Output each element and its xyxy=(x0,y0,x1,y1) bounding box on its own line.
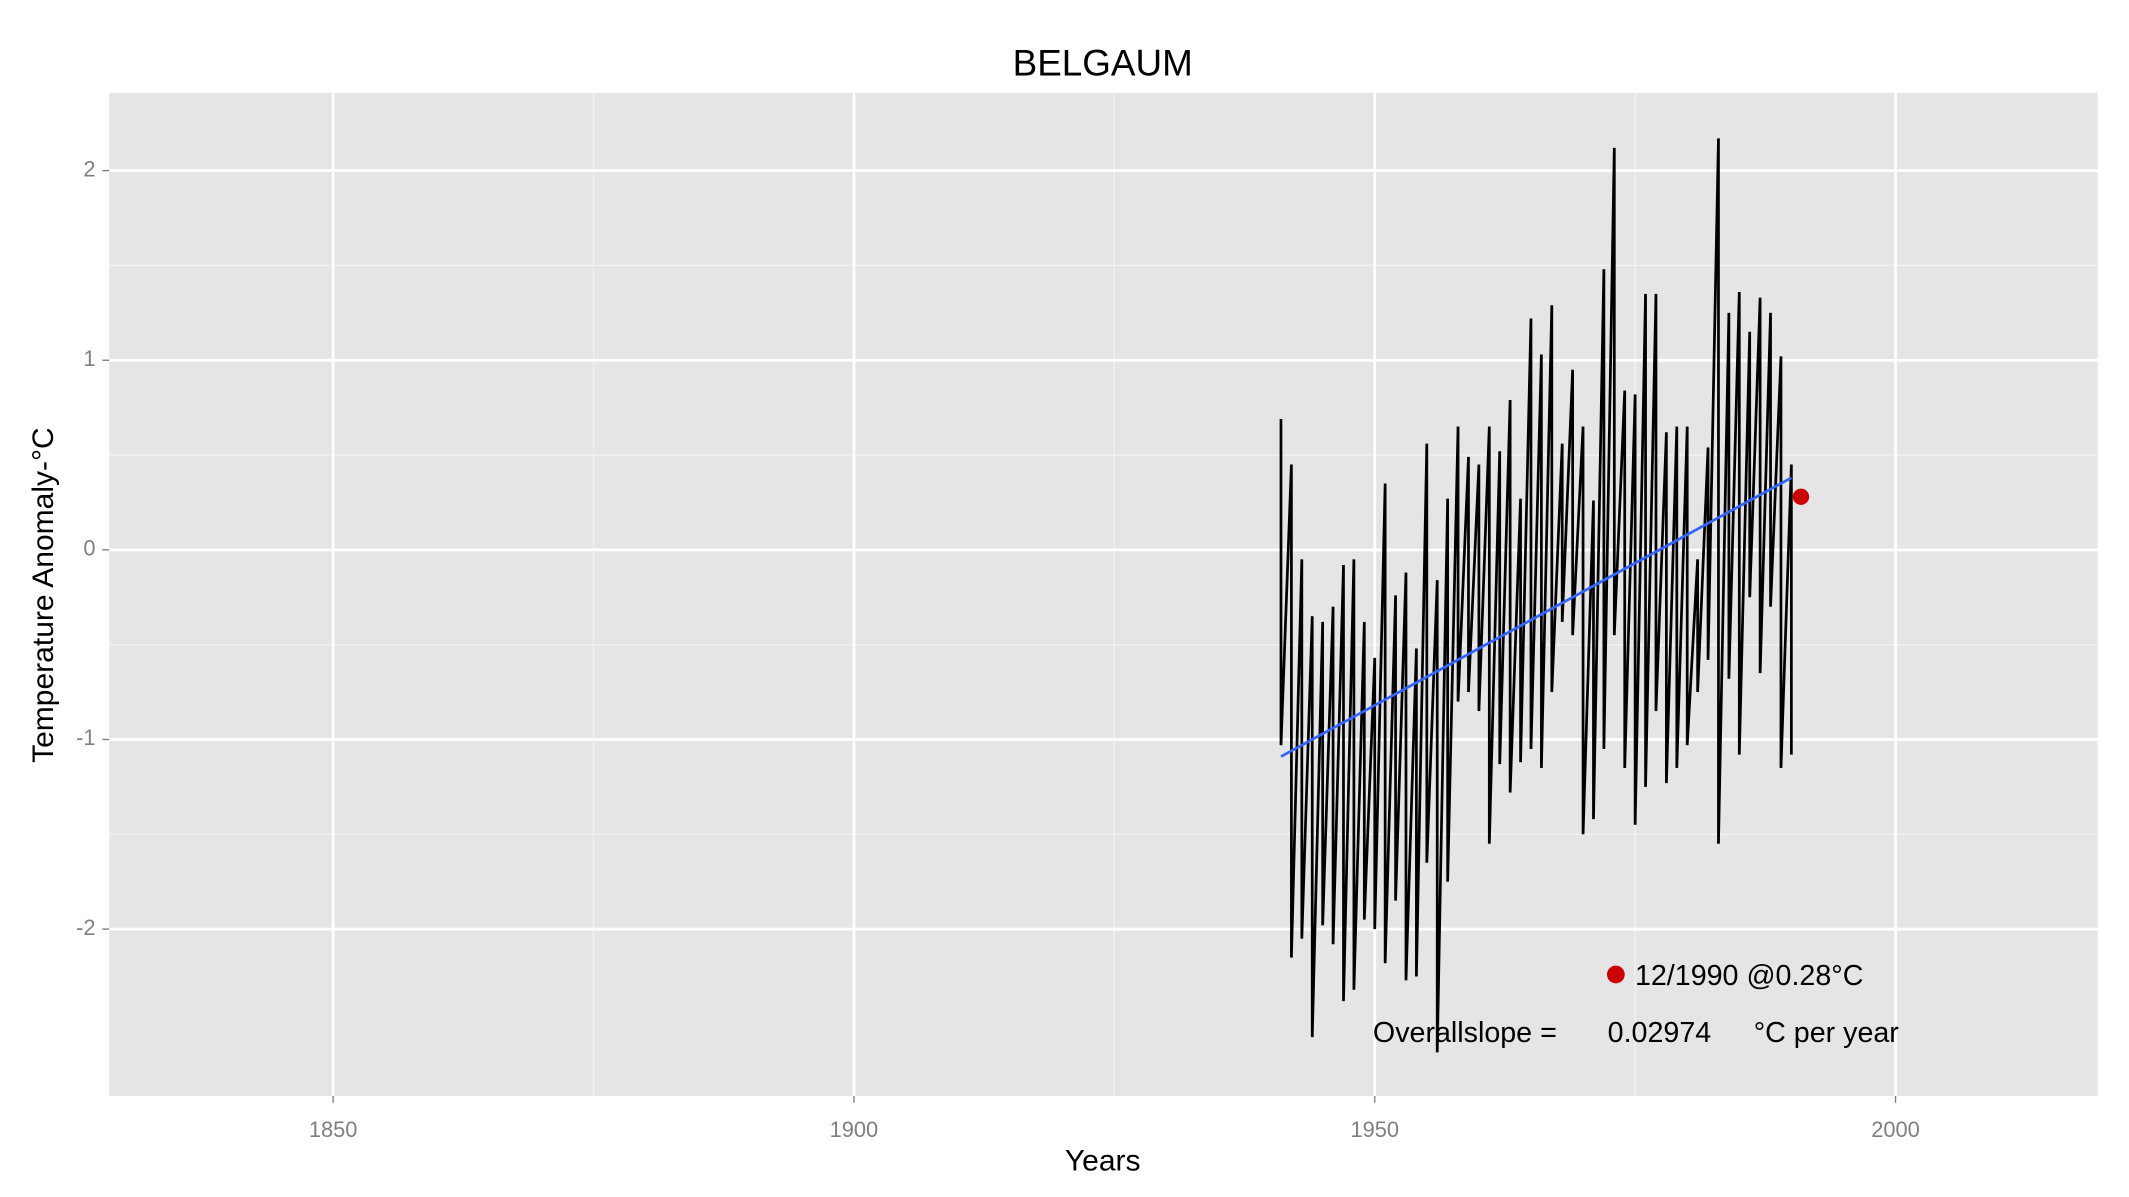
x-axis-title: Years xyxy=(1065,1145,1141,1178)
highlight-legend-dot xyxy=(1606,965,1625,984)
y-tick-label: -1 xyxy=(76,725,95,750)
x-tick-label: 1900 xyxy=(830,1117,879,1142)
x-tick-label: 1950 xyxy=(1350,1117,1399,1142)
slope-unit: °C per year xyxy=(1754,1017,1900,1049)
y-tick-label: 2 xyxy=(83,156,95,181)
y-axis-title: Temperature Anomaly-°C xyxy=(27,427,60,763)
highlight-label: 12/1990 @0.28°C xyxy=(1635,960,1863,992)
y-tick-label: 1 xyxy=(83,346,95,371)
y-tick-label: -2 xyxy=(76,915,95,940)
x-tick-label: 2000 xyxy=(1871,1117,1920,1142)
slope-label: Overallslope = xyxy=(1373,1017,1557,1049)
data-line xyxy=(1279,138,1793,1053)
y-tick-label: 0 xyxy=(83,536,95,561)
highlight-point xyxy=(1792,488,1810,505)
panel xyxy=(109,92,2098,1096)
x-tick-label: 1850 xyxy=(309,1117,358,1142)
trend-line xyxy=(1280,476,1793,758)
chart-title: BELGAUM xyxy=(1013,42,1193,83)
slope-value: 0.02974 xyxy=(1608,1017,1712,1049)
